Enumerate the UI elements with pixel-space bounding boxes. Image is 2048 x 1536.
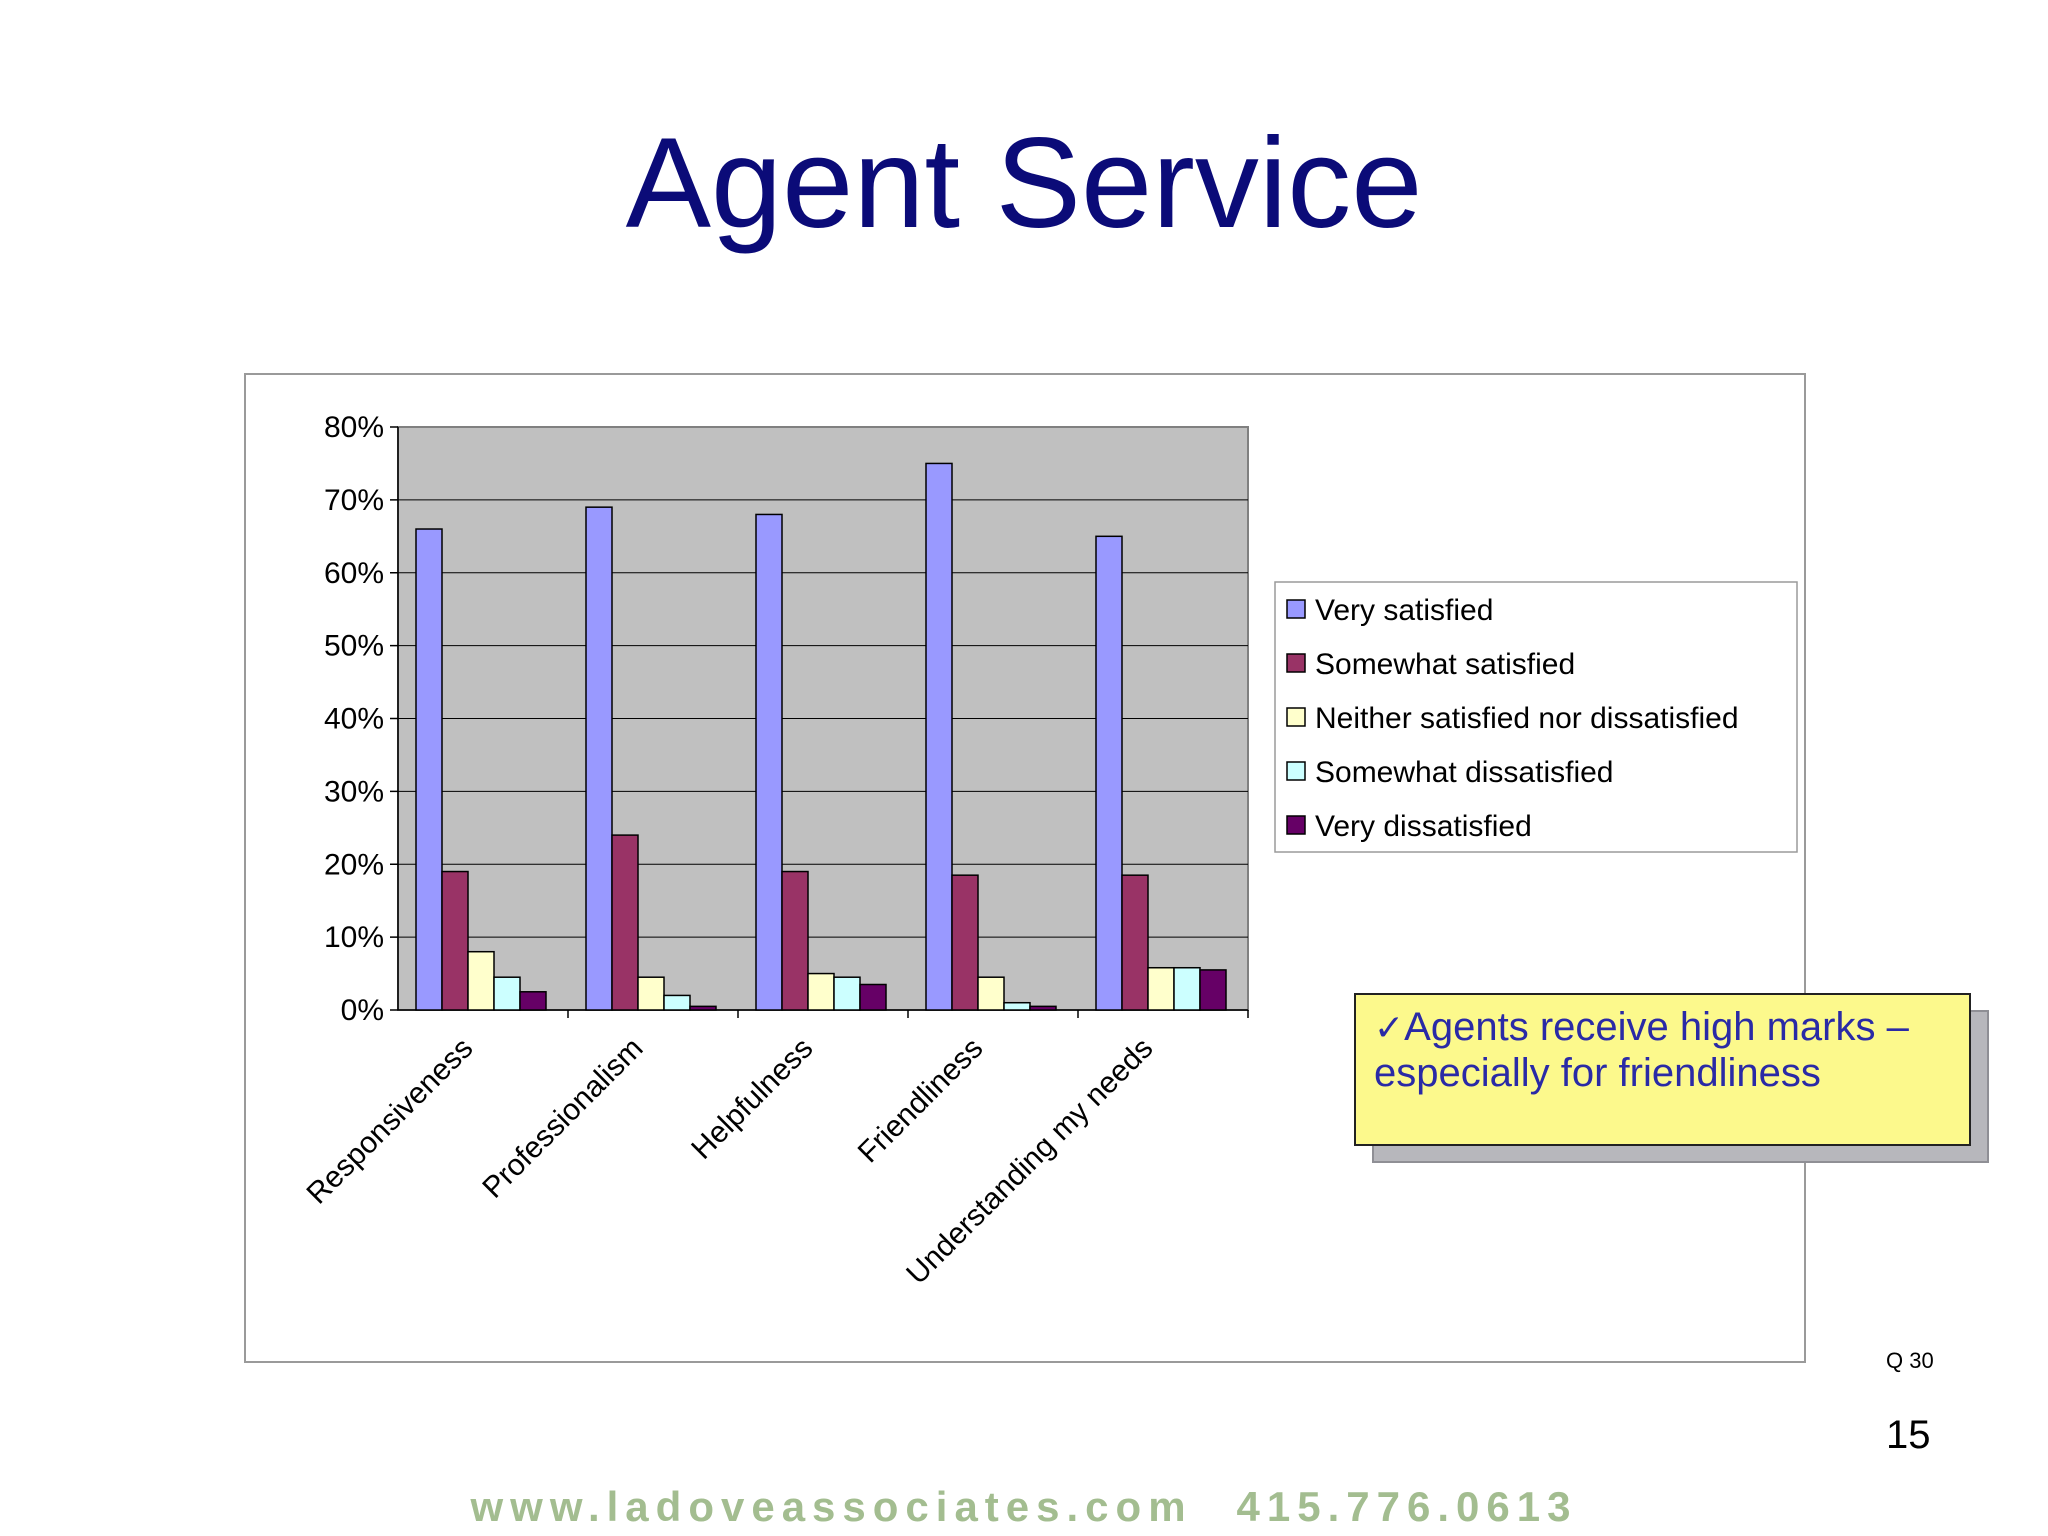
- callout-box: ✓Agents receive high marks – especially …: [1354, 993, 1971, 1146]
- y-tick-label: 10%: [324, 921, 384, 954]
- bar: [833, 976, 861, 1011]
- legend-swatch: [1286, 707, 1306, 727]
- question-ref: Q 30: [1886, 1348, 1934, 1373]
- x-tick-label: Friendliness: [852, 1032, 990, 1170]
- bar: [1173, 966, 1201, 1011]
- legend-swatch: [1286, 599, 1306, 619]
- y-tick-label: 0%: [341, 994, 384, 1027]
- bar: [689, 1005, 717, 1011]
- bar: [951, 874, 979, 1011]
- bar: [1121, 874, 1149, 1011]
- legend-label: Very dissatisfied: [1315, 810, 1532, 843]
- bar: [1029, 1005, 1057, 1011]
- legend-label: Somewhat dissatisfied: [1315, 756, 1613, 789]
- y-tick-label: 80%: [324, 411, 384, 444]
- y-tick-label: 60%: [324, 557, 384, 590]
- y-tick-label: 50%: [324, 630, 384, 663]
- bar: [637, 976, 665, 1011]
- check-icon: ✓: [1374, 1008, 1405, 1049]
- legend-label: Somewhat satisfied: [1315, 648, 1575, 681]
- legend-swatch: [1286, 815, 1306, 835]
- bar: [977, 976, 1005, 1011]
- bar: [781, 870, 809, 1011]
- callout-text: Agents receive high marks – especially f…: [1374, 1005, 1909, 1095]
- bar: [441, 870, 469, 1011]
- x-tick-label: Responsiveness: [300, 1032, 479, 1211]
- bar: [1199, 969, 1227, 1011]
- y-tick-label: 70%: [324, 484, 384, 517]
- y-tick-label: 30%: [324, 775, 384, 808]
- legend-swatch: [1286, 761, 1306, 781]
- bar: [663, 994, 691, 1011]
- page-number: 15: [1886, 1413, 1931, 1457]
- footer-phone: 415.776.0613: [1236, 1483, 1578, 1530]
- legend-label: Very satisfied: [1315, 594, 1493, 627]
- bar: [1003, 1001, 1031, 1011]
- bar: [415, 528, 443, 1011]
- bar: [807, 972, 835, 1011]
- footer: www.ladoveassociates.com 415.776.0613: [0, 1483, 2048, 1531]
- legend-label: Neither satisfied nor dissatisfied: [1315, 702, 1739, 735]
- chart-area: 0% 10% 20% 30% 40% 50% 60% 70% 80% Responsiveness…: [244, 373, 1806, 1363]
- bar: [519, 991, 547, 1011]
- slide-title: Agent Service: [625, 112, 1423, 255]
- x-tick-label: Helpfulness: [685, 1032, 819, 1166]
- bar: [467, 950, 495, 1011]
- bar: [493, 976, 521, 1011]
- bar: [859, 983, 887, 1011]
- bar: [1095, 535, 1123, 1011]
- y-tick-label: 20%: [324, 848, 384, 881]
- bar: [1147, 966, 1175, 1011]
- bar: [585, 506, 613, 1011]
- legend-swatch: [1286, 653, 1306, 673]
- bar: [925, 462, 953, 1011]
- y-tick-label: 40%: [324, 703, 384, 736]
- footer-url: www.ladoveassociates.com: [470, 1483, 1193, 1530]
- x-tick-label: Professionalism: [476, 1032, 649, 1205]
- bar: [755, 513, 783, 1011]
- bar-chart: 0% 10% 20% 30% 40% 50% 60% 70% 80% Responsiveness…: [300, 411, 1798, 1291]
- bar: [611, 834, 639, 1011]
- legend: [1274, 581, 1798, 853]
